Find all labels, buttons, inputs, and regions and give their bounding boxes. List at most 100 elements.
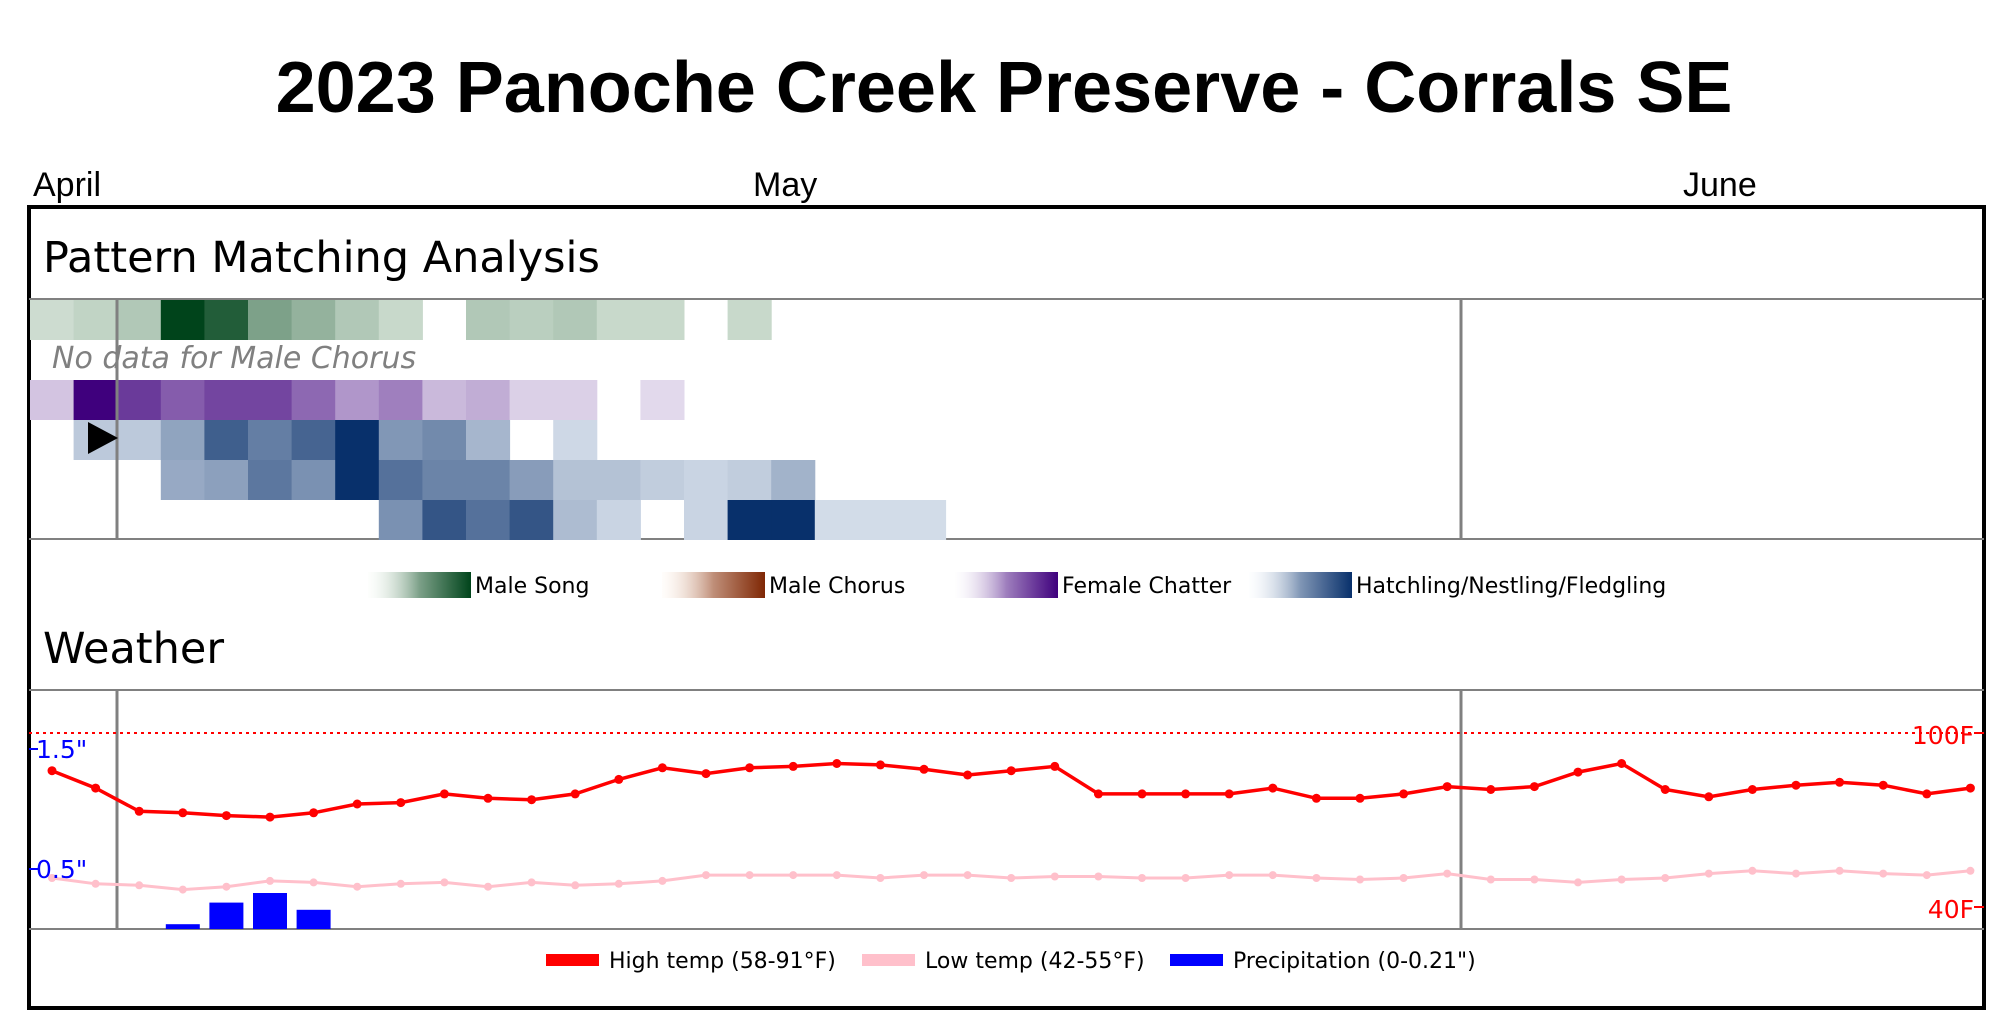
high-temp-point	[1617, 759, 1627, 768]
weather-legend-label: High temp (58-91°F)	[609, 949, 836, 974]
low-temp-point	[222, 882, 231, 891]
low-temp-point	[1138, 874, 1146, 882]
heatmap-cell	[378, 300, 423, 340]
high-temp-point	[1442, 782, 1452, 792]
month-label-april: April	[33, 166, 101, 204]
low-temp-point	[1748, 866, 1757, 875]
high-temp-point	[1529, 782, 1539, 792]
high-temp-point	[1747, 785, 1757, 794]
low-temp-point	[353, 882, 362, 891]
high-temp-point	[1399, 789, 1409, 799]
low-temp-point	[48, 874, 56, 882]
legend-swatch	[368, 572, 471, 598]
heatmap-cell	[466, 500, 511, 540]
heatmap-cell	[204, 300, 249, 340]
precip-bar	[165, 924, 200, 929]
low-temp-point	[832, 871, 841, 880]
heatmap-cell	[814, 500, 859, 540]
low-temp-point	[658, 876, 667, 885]
low-temp-point	[1486, 875, 1495, 884]
heatmap-cell	[509, 300, 554, 340]
high-temp-point	[1093, 789, 1103, 799]
high-temp-point	[1224, 789, 1234, 799]
heatmap-cell	[117, 300, 162, 340]
axis-label-100f: 100F	[1912, 721, 1974, 750]
low-temp-point	[1225, 871, 1234, 880]
low-temp-point	[1879, 869, 1888, 878]
heatmap-cell	[422, 500, 467, 540]
precip-bar	[209, 902, 244, 929]
heatmap-cell	[160, 380, 205, 420]
heatmap-cell	[422, 420, 467, 460]
heatmap-cell	[640, 300, 685, 340]
high-temp-point	[875, 760, 885, 770]
high-temp-point	[1704, 792, 1714, 802]
low-temp-point	[178, 885, 187, 894]
high-temp-point	[1181, 789, 1191, 799]
heatmap-cell	[727, 500, 772, 540]
heatmap	[30, 300, 947, 540]
legend-swatch	[955, 572, 1058, 598]
heatmap-cell	[771, 500, 816, 540]
high-temp-point	[570, 789, 580, 799]
heatmap-cell	[291, 460, 336, 500]
low-temp-point	[702, 871, 710, 880]
high-temp-point	[483, 793, 493, 803]
heatmap-cell	[335, 460, 380, 500]
heatmap-cell	[117, 380, 162, 420]
weather-legend-swatch	[862, 954, 915, 966]
low-temp-point	[1574, 878, 1582, 887]
heatmap-cell	[378, 500, 423, 540]
play-marker-icon	[88, 422, 118, 454]
heatmap-cell	[509, 500, 554, 540]
pattern-legend: Male Song Male Chorus Female Chatter Hatchl…	[368, 572, 1666, 599]
low-temp-point	[1530, 875, 1539, 884]
low-temp-point	[527, 878, 536, 887]
low-temp-point	[309, 878, 318, 887]
heatmap-cell	[335, 380, 380, 420]
heatmap-cell	[204, 380, 249, 420]
high-temp-point	[178, 808, 188, 818]
low-temp-point	[963, 871, 972, 880]
low-temp-point	[614, 879, 623, 888]
low-temp-point	[1835, 866, 1844, 875]
heatmap-cell	[466, 460, 511, 500]
low-temp-point	[1661, 874, 1670, 882]
precip-bar	[253, 893, 287, 929]
heatmap-cell	[73, 380, 118, 420]
heatmap-cell	[727, 460, 772, 500]
weather-section-title: Weather	[43, 624, 224, 674]
heatmap-cell	[291, 380, 336, 420]
high-temp-point	[963, 770, 973, 780]
heatmap-cell	[378, 380, 423, 420]
heatmap-cell	[771, 460, 816, 500]
heatmap-cell	[466, 300, 511, 340]
heatmap-cell	[509, 460, 554, 500]
heatmap-cell	[204, 420, 249, 460]
low-temp-point	[571, 881, 580, 890]
heatmap-cell	[684, 460, 729, 500]
low-temp-point	[1312, 874, 1321, 882]
weather-legend-label: Precipitation (0-0.21")	[1233, 949, 1476, 974]
legend-label: Male Song	[475, 574, 589, 599]
high-temp-point	[221, 811, 231, 821]
low-temp-point	[1007, 874, 1016, 882]
heatmap-cell	[248, 460, 293, 500]
low-temp-point	[1268, 871, 1277, 880]
high-temp-point	[396, 798, 406, 808]
heatmap-cell	[466, 380, 511, 420]
low-temp-point	[1094, 872, 1103, 881]
heatmap-cell	[248, 300, 293, 340]
heatmap-cell	[596, 500, 641, 540]
high-temp-point	[832, 759, 842, 768]
heatmap-cell	[30, 300, 75, 340]
heatmap-cell	[902, 500, 947, 540]
heatmap-cell	[553, 300, 598, 340]
low-temp-point	[745, 871, 754, 880]
chart-frame	[27, 205, 1986, 1010]
low-temp-point	[1922, 871, 1931, 880]
heatmap-cell	[30, 380, 75, 420]
high-temp-point	[614, 774, 624, 784]
high-temp-point	[788, 761, 798, 771]
